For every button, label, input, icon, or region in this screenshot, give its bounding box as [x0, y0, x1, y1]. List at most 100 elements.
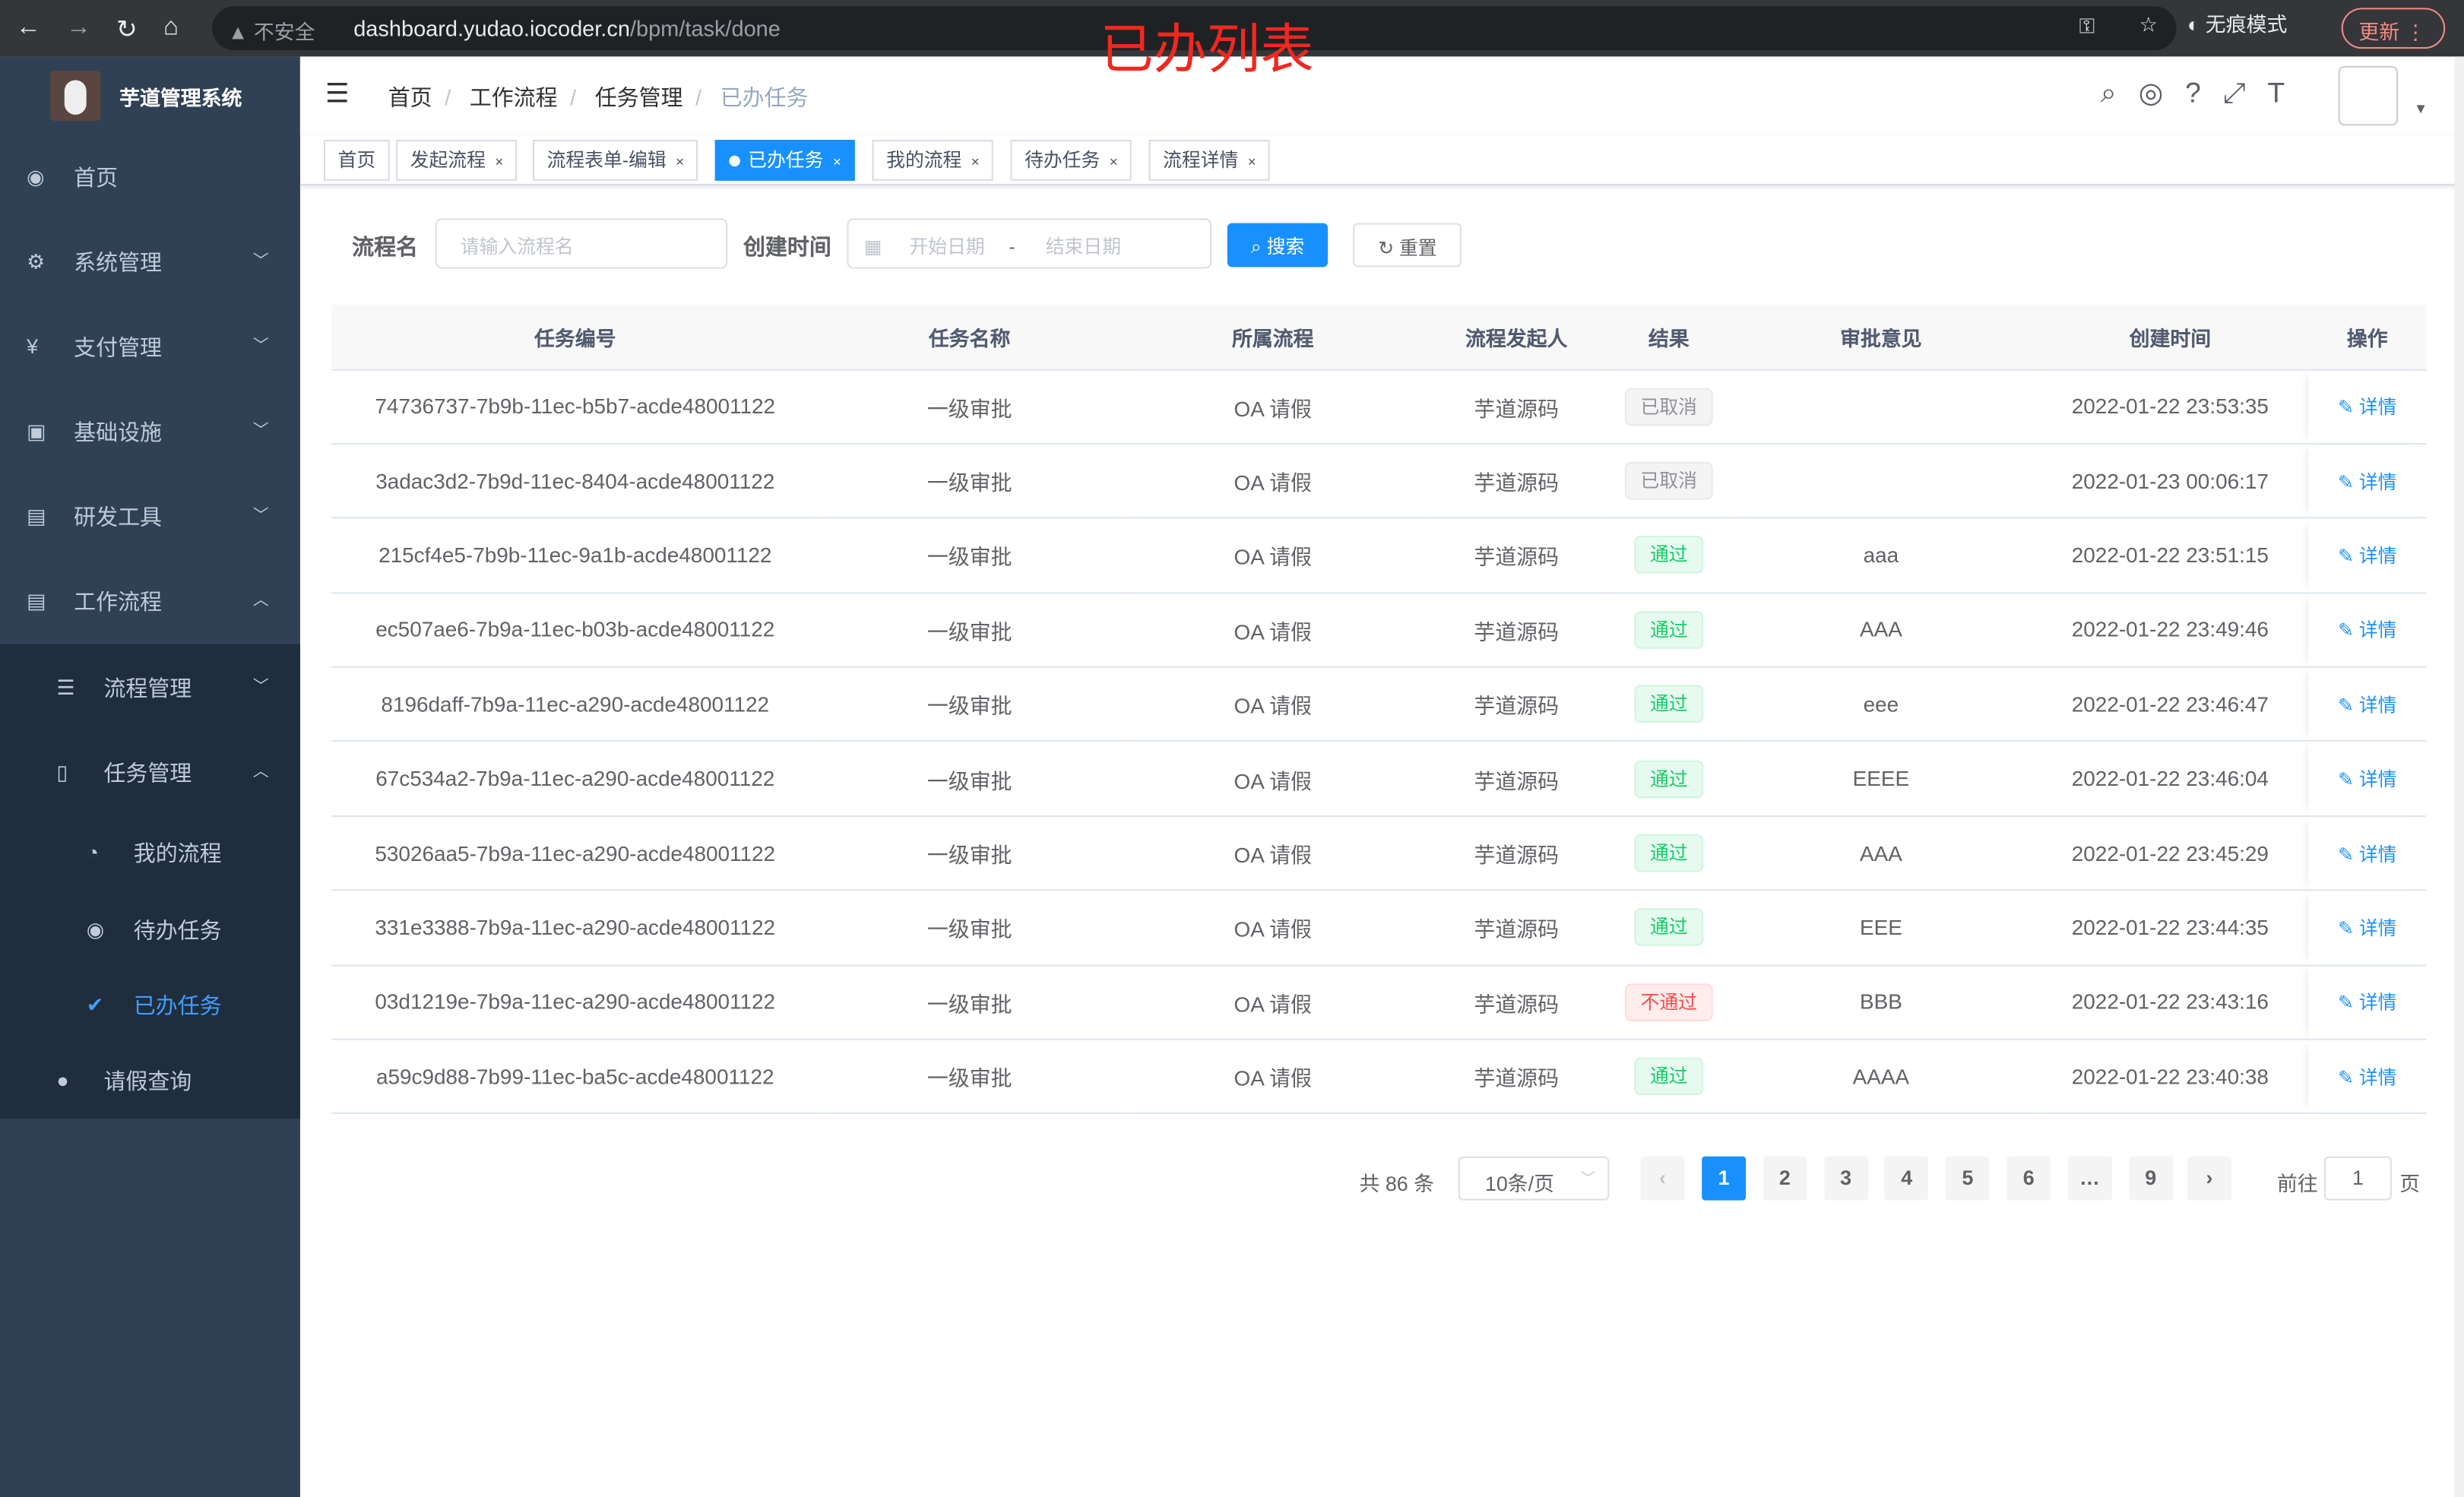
detail-button[interactable]: ✎ 详情	[2338, 694, 2396, 716]
detail-button[interactable]: ✎ 详情	[2338, 470, 2396, 492]
end-date-input[interactable]: 结束日期	[1045, 236, 1122, 258]
result-badge: 通过	[1634, 1057, 1704, 1096]
sidebar-item-已办任务[interactable]: ✔ 已办任务	[0, 963, 300, 1048]
tab-流程表单-编辑[interactable]: 流程表单-编辑 ×	[532, 140, 698, 181]
close-icon[interactable]: ×	[971, 153, 980, 170]
detail-button[interactable]: ✎ 详情	[2338, 843, 2396, 865]
page-button[interactable]: 9	[2128, 1156, 2173, 1201]
sidebar-item-支付管理[interactable]: ¥ 支付管理 ﹀	[0, 305, 300, 390]
prev-page-button[interactable]: ‹	[1640, 1156, 1685, 1201]
sidebar-item-任务管理[interactable]: ▯ 任务管理 ︿	[0, 730, 300, 815]
table-cell: 2022-01-22 23:46:47	[2032, 666, 2309, 742]
edit-icon: ✎	[2338, 396, 2359, 419]
incognito-indicator[interactable]: ◐ 无痕模式	[2187, 8, 2287, 37]
table-cell: AAA	[1730, 815, 2032, 891]
table-cell: 53026aa5-7b9a-11ec-a290-acde48001122	[331, 815, 819, 891]
close-icon[interactable]: ×	[676, 153, 684, 170]
breadcrumb-home[interactable]: 首页	[388, 84, 432, 110]
navbar: ☰ 首页 / 工作流程 / 任务管理 / 已办任务 ⌕◎?⤢T ▼	[299, 56, 2464, 135]
detail-button[interactable]: ✎ 详情	[2338, 619, 2396, 641]
table-cell: EEEE	[1730, 741, 2032, 817]
page-size-select[interactable]: 10条/页 ﹀	[1458, 1156, 1610, 1201]
cell-text: OA 请假	[1234, 918, 1312, 942]
avatar[interactable]	[2338, 65, 2399, 126]
detail-button[interactable]: ✎ 详情	[2338, 992, 2396, 1014]
goto-page-input[interactable]: 1	[2323, 1156, 2392, 1201]
edit-icon: ✎	[2338, 768, 2359, 791]
tab-发起流程[interactable]: 发起流程 ×	[396, 140, 518, 181]
caret-down-icon[interactable]: ▼	[2413, 100, 2428, 117]
insecure-label: 不安全	[253, 20, 315, 44]
tab-label: 待办任务	[1025, 149, 1101, 172]
tab-流程详情[interactable]: 流程详情 ×	[1148, 140, 1271, 181]
search-icon[interactable]: ⌕	[2100, 77, 2139, 109]
help-icon[interactable]: ?	[2185, 77, 2223, 109]
home-icon[interactable]: ⌂	[163, 14, 179, 41]
back-icon[interactable]: ←	[15, 14, 41, 41]
page-button[interactable]: 5	[1946, 1156, 1990, 1201]
active-dot-icon	[729, 155, 740, 167]
sidebar-item-流程管理[interactable]: ☰ 流程管理 ﹀	[0, 646, 300, 731]
breadcrumb-workflow[interactable]: 工作流程	[469, 84, 558, 110]
page-button[interactable]: …	[2067, 1156, 2112, 1201]
sidebar-item-我的流程[interactable]: ◔ 我的流程	[0, 811, 300, 896]
cell-text: 芋道源码	[1474, 843, 1560, 868]
sidebar-item-待办任务[interactable]: ◉ 待办任务	[0, 887, 300, 972]
date-range-picker[interactable]: ▦ 开始日期 - 结束日期	[847, 218, 1212, 269]
close-icon[interactable]: ×	[495, 153, 504, 170]
start-date-input[interactable]: 开始日期	[909, 236, 985, 258]
tab-已办任务[interactable]: 已办任务 ×	[714, 140, 856, 181]
reload-icon[interactable]: ↻	[116, 17, 138, 44]
dashboard-icon: ◉	[27, 165, 45, 189]
detail-button[interactable]: ✎ 详情	[2338, 396, 2396, 418]
scrollbar[interactable]	[2454, 56, 2464, 1497]
action-cell: ✎ 详情	[2308, 517, 2427, 593]
cell-text: OA 请假	[1234, 695, 1312, 719]
update-button[interactable]: 更新 ⋮	[2341, 8, 2446, 49]
sidebar-item-首页[interactable]: ◉ 首页	[0, 135, 300, 220]
detail-label: 详情	[2358, 992, 2397, 1014]
search-button[interactable]: ⌕ 搜索	[1227, 223, 1329, 267]
font-size-icon[interactable]: T	[2267, 77, 2307, 109]
reset-button-label: 重置	[1398, 237, 1437, 260]
annotation-title: 已办列表	[1100, 18, 1314, 82]
close-icon[interactable]: ×	[832, 153, 841, 170]
forward-icon[interactable]: →	[65, 14, 91, 41]
action-cell: ✎ 详情	[2308, 369, 2427, 445]
page-button[interactable]: 6	[2006, 1156, 2051, 1201]
key-icon[interactable]: ⚿	[2079, 14, 2095, 38]
sidebar-item-研发工具[interactable]: ▤ 研发工具 ﹀	[0, 474, 300, 559]
page-button[interactable]: 2	[1762, 1156, 1807, 1201]
sidebar-item-系统管理[interactable]: ⚙ 系统管理 ﹀	[0, 220, 300, 305]
address-bar[interactable]: ▲ 不安全 dashboard.yudao.iocoder.cn/bpm/tas…	[212, 6, 2177, 51]
table-row: ec507ae6-7b9a-11ec-b03b-acde48001122 一级审批…	[331, 592, 2427, 668]
process-name-input[interactable]: 请输入流程名	[435, 218, 728, 269]
page-button[interactable]: 3	[1823, 1156, 1868, 1201]
tab-首页[interactable]: 首页	[323, 140, 390, 181]
github-icon[interactable]: ◎	[2138, 77, 2186, 109]
detail-button[interactable]: ✎ 详情	[2338, 768, 2396, 790]
detail-button[interactable]: ✎ 详情	[2338, 545, 2396, 567]
url-host: dashboard.yudao.iocoder.cn	[353, 15, 630, 41]
sidebar-item-label: 已办任务	[133, 992, 222, 1018]
detail-button[interactable]: ✎ 详情	[2338, 917, 2396, 939]
sidebar-item-基础设施[interactable]: ▣ 基础设施 ﹀	[0, 390, 300, 475]
detail-button[interactable]: ✎ 详情	[2338, 1066, 2396, 1088]
star-icon[interactable]: ☆	[2139, 12, 2158, 36]
page-button[interactable]: 1	[1702, 1156, 1747, 1201]
page-button[interactable]: 4	[1884, 1156, 1929, 1201]
hamburger-icon[interactable]: ☰	[325, 78, 350, 109]
page-size-value: 10条/页	[1484, 1172, 1555, 1196]
table-cell: 8196daff-7b9a-11ec-a290-acde48001122	[331, 666, 819, 742]
breadcrumb-task[interactable]: 任务管理	[594, 84, 683, 110]
close-icon[interactable]: ×	[1109, 153, 1118, 170]
reset-button[interactable]: ↻ 重置	[1353, 223, 1462, 267]
sidebar-item-label: 首页	[74, 165, 119, 191]
fullscreen-icon[interactable]: ⤢	[2222, 77, 2268, 109]
next-page-button[interactable]: ›	[2187, 1156, 2231, 1201]
sidebar-item-请假查询[interactable]: ● 请假查询	[0, 1039, 300, 1124]
close-icon[interactable]: ×	[1247, 153, 1256, 170]
tab-待办任务[interactable]: 待办任务 ×	[1010, 140, 1132, 181]
sidebar-item-工作流程[interactable]: ▤ 工作流程 ︿	[0, 559, 300, 644]
tab-我的流程[interactable]: 我的流程 ×	[872, 140, 994, 181]
